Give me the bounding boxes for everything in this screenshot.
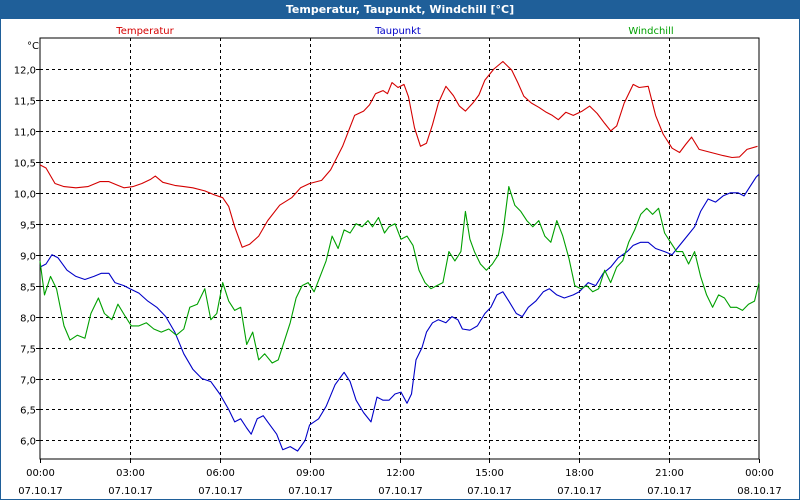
legend-label-windchill: Windchill: [628, 26, 673, 37]
x-tick-date-label: 08.10.17: [737, 486, 782, 497]
x-tick-date-label: 07.10.17: [288, 486, 333, 497]
axis-ticks: 6,0 6,5 7,0 7,5 8,0 8,5 9,0 9,5 10,0 10,5 11,0 11,5…: [14, 66, 782, 498]
y-tick-label: 10,5: [14, 159, 36, 170]
x-tick-time-label: 18:00: [565, 468, 594, 479]
x-tick-time-label: 15:00: [475, 468, 504, 479]
x-tick-date-label: 07.10.17: [378, 486, 423, 497]
y-tick-label: 11,0: [14, 128, 36, 139]
series-line-temperatur: [39, 60, 758, 248]
grid: [40, 38, 759, 459]
y-tick-label: 10,0: [14, 190, 36, 201]
y-tick-label: 11,5: [14, 97, 36, 108]
x-tick-date-label: 07.10.17: [18, 486, 63, 497]
y-tick-label: 6,0: [20, 437, 36, 448]
x-tick-date-label: 07.10.17: [198, 486, 243, 497]
x-tick-date-label: 07.10.17: [647, 486, 692, 497]
x-tick-time-label: 09:00: [296, 468, 325, 479]
series-lines: [39, 60, 760, 452]
y-tick-label: 8,0: [20, 314, 36, 325]
y-tick-label: 8,5: [20, 283, 36, 294]
x-tick-time-label: 00:00: [26, 468, 55, 479]
series-line-taupunkt: [39, 173, 760, 452]
legend-label-temperatur: Temperatur: [115, 26, 174, 37]
x-tick-date-label: 07.10.17: [467, 486, 512, 497]
x-tick-time-label: 21:00: [655, 468, 684, 479]
x-tick-time-label: 12:00: [386, 468, 415, 479]
line-chart: 6,0 6,5 7,0 7,5 8,0 8,5 9,0 9,5 10,0 10,5 11,0 11,5…: [14, 26, 782, 498]
y-tick-label: 12,0: [14, 66, 36, 77]
y-tick-label: 9,5: [20, 221, 36, 232]
legend: Temperatur Taupunkt Windchill: [115, 26, 673, 37]
y-axis-unit-label: °C: [27, 41, 39, 52]
x-tick-date-label: 07.10.17: [108, 486, 153, 497]
x-tick-time-label: 06:00: [206, 468, 235, 479]
x-tick-date-label: 07.10.17: [557, 486, 602, 497]
window-title: Temperatur, Taupunkt, Windchill [°C]: [1, 1, 799, 19]
y-tick-label: 6,5: [20, 406, 36, 417]
x-tick-time-label: 03:00: [116, 468, 145, 479]
y-tick-label: 7,0: [20, 376, 36, 387]
series-line-windchill: [39, 186, 760, 364]
y-tick-label: 9,0: [20, 252, 36, 263]
x-tick-time-label: 00:00: [745, 468, 774, 479]
y-tick-label: 7,5: [20, 345, 36, 356]
legend-label-taupunkt: Taupunkt: [374, 26, 421, 37]
plot-frame: [39, 37, 760, 460]
